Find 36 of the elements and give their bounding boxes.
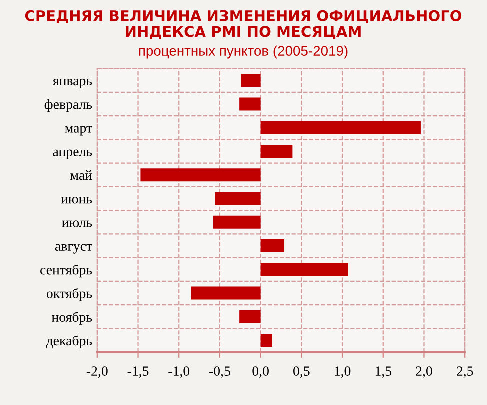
x-tick-label: 1,0: [335, 366, 351, 378]
bar: [215, 192, 261, 206]
x-tick-label: 0,5: [294, 366, 310, 378]
chart-subtitle: процентных пунктов (2005-2019): [139, 46, 348, 59]
y-tick-label: август: [55, 244, 92, 254]
y-tick-label: сентябрь: [40, 264, 92, 278]
x-tick-label: -1,5: [128, 366, 149, 378]
y-tick-label: январь: [52, 78, 92, 88]
y-tick-label: февраль: [44, 99, 92, 112]
bar: [260, 263, 348, 276]
y-tick-label: март: [65, 126, 92, 136]
x-tick-label: 0,0: [252, 366, 269, 378]
x-tick-label: 1,5: [376, 366, 392, 378]
x-tick-label: -2,0: [86, 366, 108, 378]
y-tick-label: май: [70, 170, 92, 180]
bar: [260, 121, 421, 134]
bar: [213, 216, 261, 229]
bar: [240, 98, 261, 111]
y-tick-label: декабрь: [46, 336, 92, 348]
y-tick-label: ноябрь: [52, 312, 92, 325]
y-tick-label: июнь: [61, 197, 92, 204]
x-tick-label: -0,5: [209, 366, 230, 378]
bar: [191, 286, 261, 300]
bar: [260, 240, 285, 253]
chart-title: СРЕДНЯЯ ВЕЛИЧИНА ИЗМЕНЕНИЯ ОФИЦИАЛЬНОГО ИНДЕКСА PMI ПО МЕСЯЦАМ: [25, 10, 462, 40]
bar: [240, 310, 261, 324]
y-tick-label: октябрь: [46, 288, 92, 302]
x-tick-label: 2,0: [416, 366, 432, 378]
bar: [140, 168, 261, 182]
y-tick-label: апрель: [53, 150, 92, 160]
y-tick-label: июль: [62, 220, 92, 228]
bar: [260, 334, 272, 348]
x-tick-label: 2,5: [457, 366, 474, 378]
bar: [241, 74, 261, 88]
x-tick-label: -1,0: [168, 366, 190, 378]
bar: [260, 145, 293, 158]
